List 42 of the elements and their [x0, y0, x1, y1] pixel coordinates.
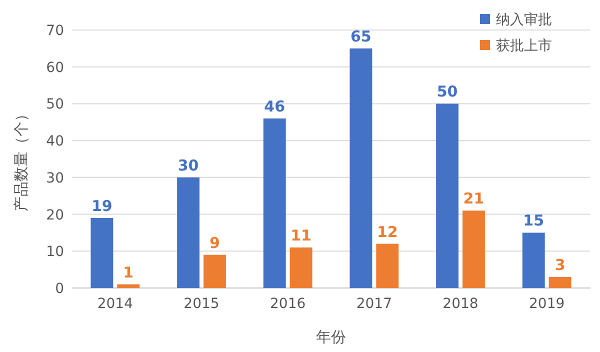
bar [204, 254, 226, 288]
x-tick-label: 2016 [270, 296, 306, 312]
y-tick-label: 0 [55, 281, 64, 297]
bar [117, 284, 140, 288]
data-label: 9 [210, 234, 220, 252]
data-label: 30 [178, 156, 199, 174]
x-tick-label: 2017 [356, 296, 392, 312]
data-label: 21 [463, 190, 484, 208]
y-tick-label: 20 [46, 207, 64, 224]
bar [177, 177, 200, 288]
y-tick-label: 10 [46, 244, 64, 260]
y-tick-label: 60 [46, 60, 64, 76]
y-tick-label: 40 [46, 134, 64, 150]
bar [90, 218, 114, 288]
data-label: 3 [554, 256, 566, 274]
y-tick-label: 50 [46, 96, 64, 113]
y-axis-title: 产品数量（个） [12, 106, 30, 212]
x-tick-label: 2019 [529, 296, 565, 312]
bar [290, 247, 312, 288]
legend-label: 纳入审批 [496, 12, 552, 28]
bar [263, 118, 286, 288]
data-label: 19 [92, 196, 112, 215]
y-tick-label: 70 [46, 23, 64, 39]
x-tick-label: 2015 [184, 296, 220, 312]
y-tick-label: 30 [46, 170, 64, 186]
bar [376, 244, 399, 288]
data-label: 46 [264, 97, 286, 116]
legend-label: 获批上市 [496, 38, 552, 54]
bar [436, 104, 458, 288]
data-label: 65 [350, 27, 372, 46]
x-tick-label: 2014 [97, 296, 134, 312]
data-label: 15 [523, 212, 544, 230]
bar [548, 276, 572, 288]
data-label: 11 [290, 226, 312, 244]
data-label: 1 [123, 263, 134, 282]
data-label: 12 [376, 222, 398, 241]
bar [350, 48, 372, 288]
data-label: 50 [436, 82, 458, 101]
x-tick-label: 2018 [442, 296, 478, 312]
x-axis-title: 年份 [316, 328, 346, 346]
bar [462, 210, 485, 288]
bar [522, 232, 545, 288]
